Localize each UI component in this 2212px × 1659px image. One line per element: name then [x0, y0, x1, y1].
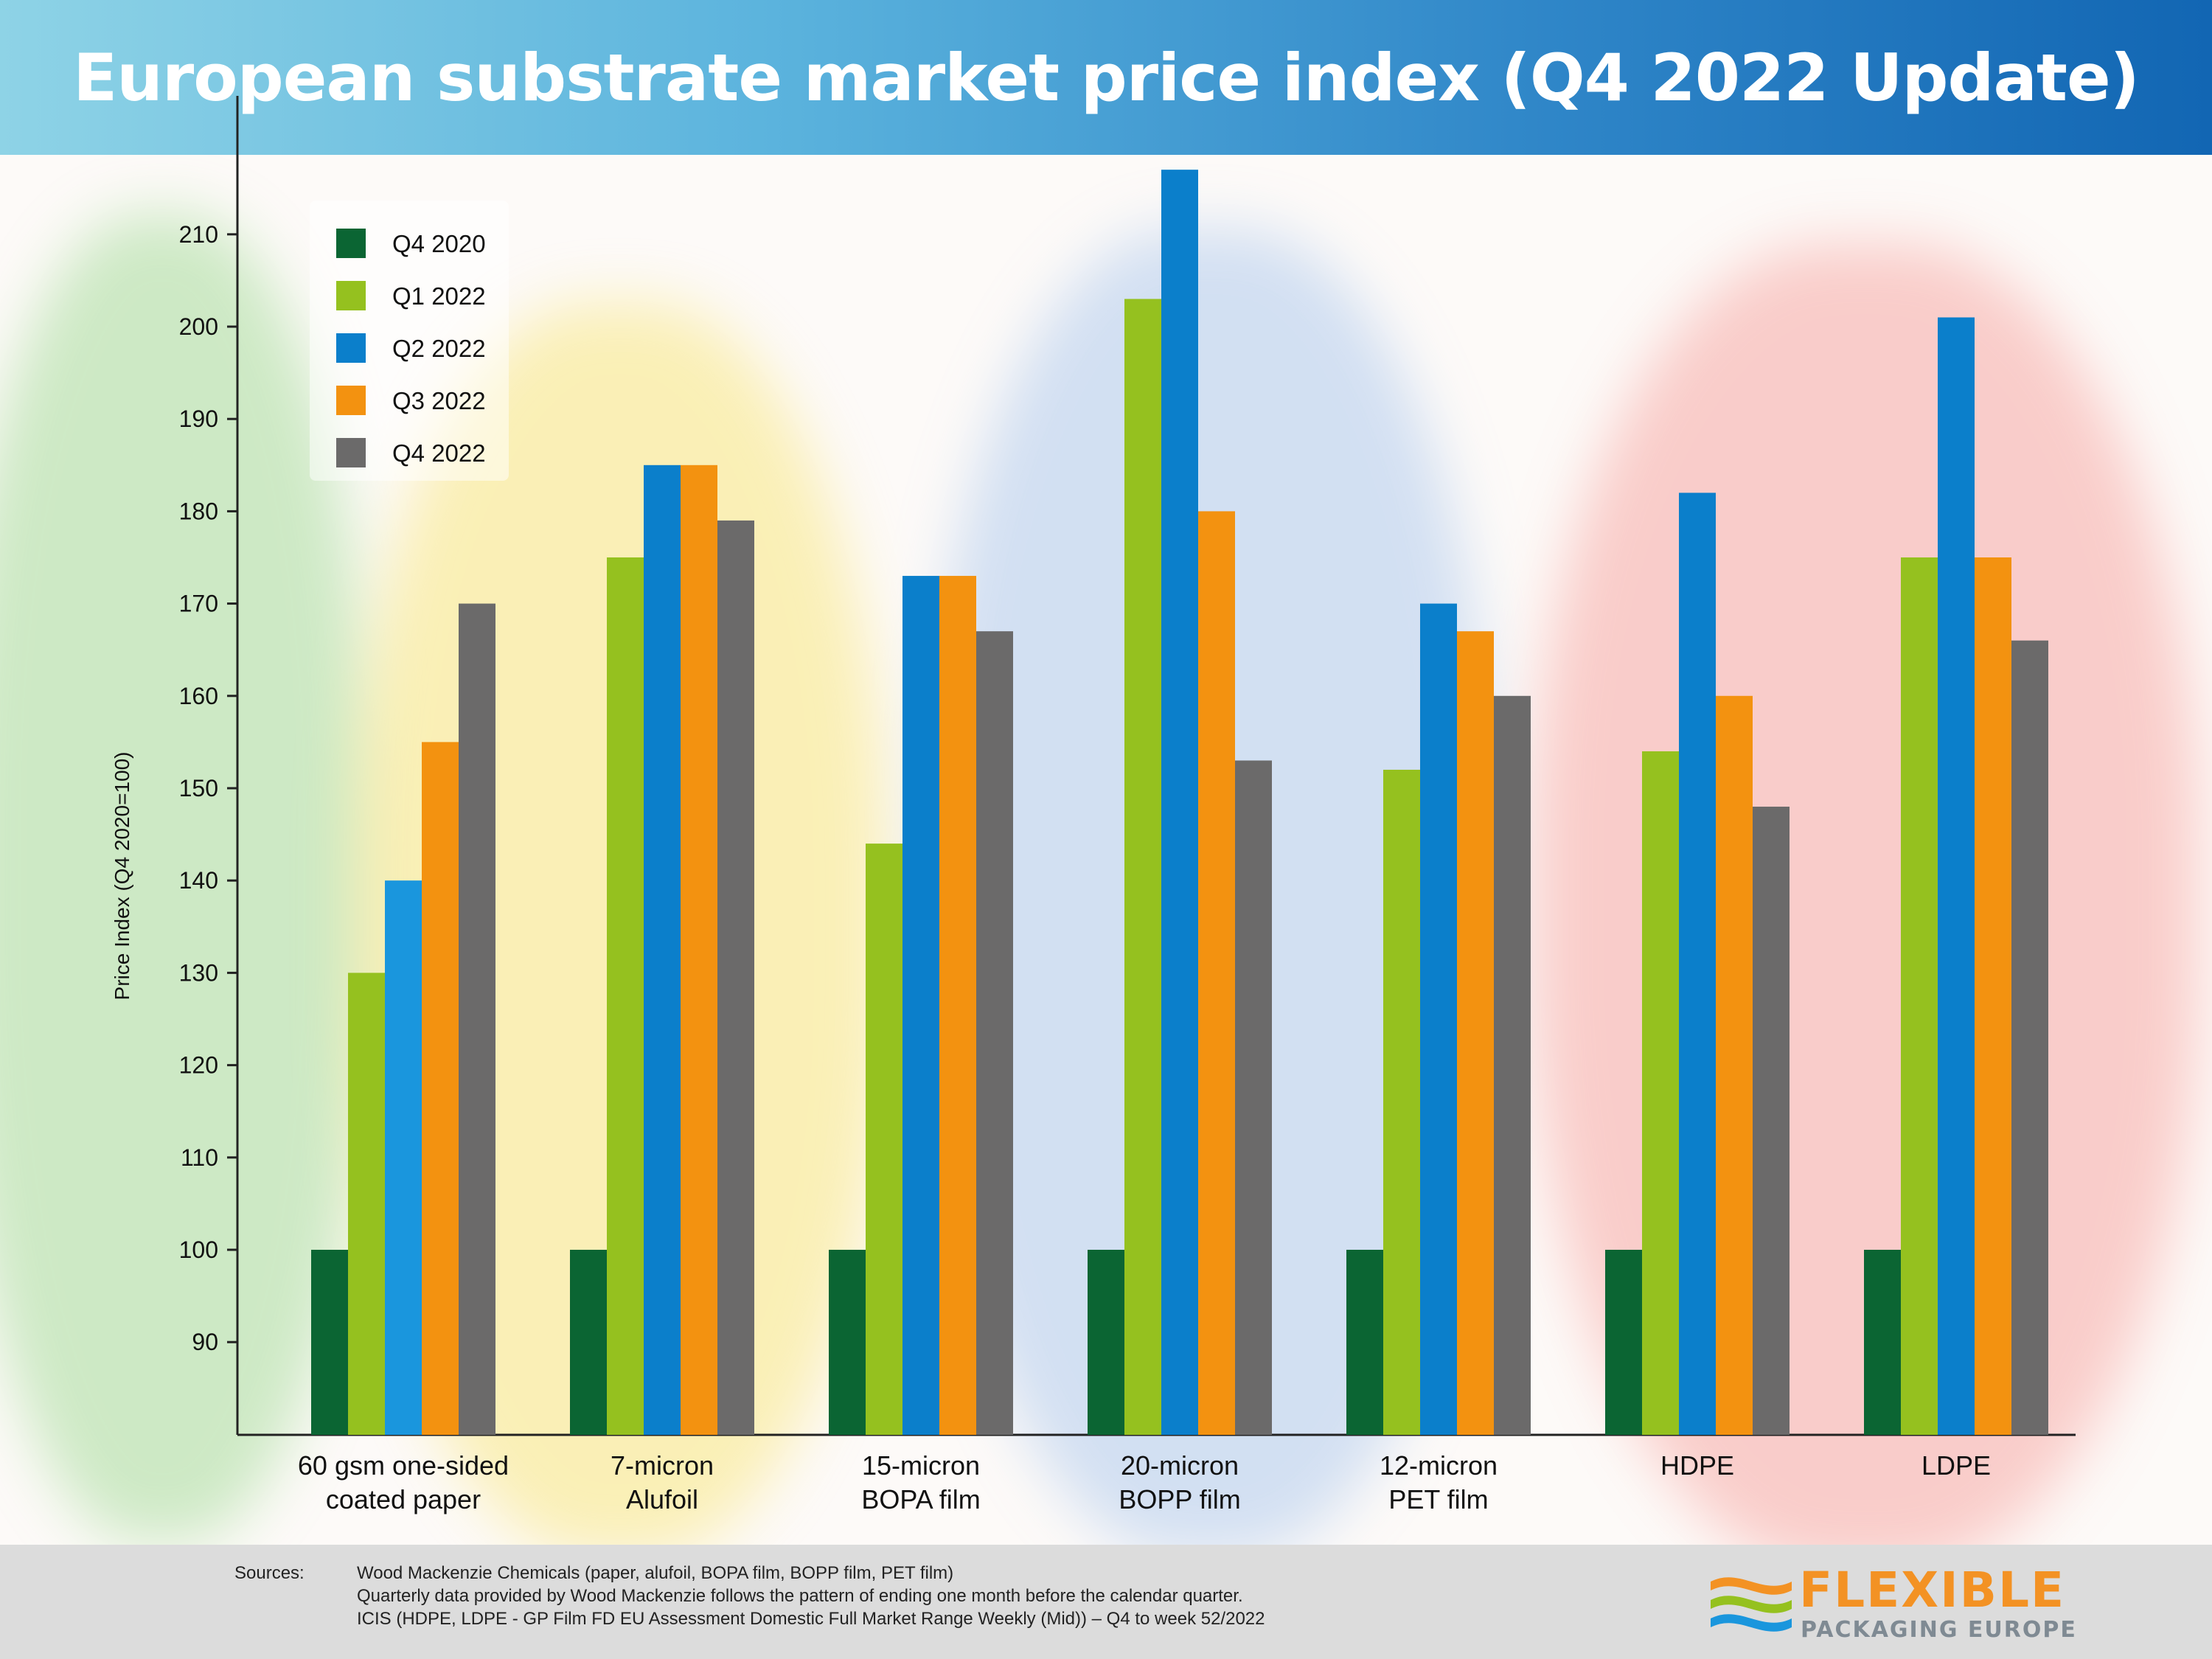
- bar-q4-2020: [570, 1250, 607, 1435]
- y-tick-label: 120: [179, 1052, 218, 1079]
- price-index-chart: 90 100 110 120 130 140 150 160 170 180 190 200 210 Pr…: [111, 96, 2076, 1514]
- logo-wordmark: FLEXIBLE: [1799, 1562, 2066, 1618]
- bar-q4-2020: [311, 1250, 348, 1435]
- x-category-label: LDPE: [1921, 1450, 1991, 1481]
- bar-q2-2022: [1938, 317, 1975, 1436]
- y-tick-label: 210: [179, 221, 218, 248]
- y-tick-label: 150: [179, 775, 218, 801]
- y-tick-label: 100: [179, 1237, 218, 1263]
- sources-label: Sources:: [234, 1563, 305, 1583]
- legend-label: Q1 2022: [392, 282, 486, 310]
- legend-swatch: [336, 281, 366, 310]
- bar-q4-2022: [459, 603, 495, 1435]
- y-tick-label: 90: [192, 1329, 218, 1355]
- bar-q4-2022: [976, 631, 1013, 1436]
- bar-q4-2022: [1235, 760, 1272, 1435]
- y-tick-label: 130: [179, 959, 218, 986]
- sources-text: Wood Mackenzie Chemicals (paper, alufoil…: [357, 1562, 1265, 1630]
- source-line: Wood Mackenzie Chemicals (paper, alufoil…: [357, 1563, 954, 1583]
- bar-q4-2022: [717, 520, 754, 1436]
- x-category-label: 60 gsm one-sided: [298, 1450, 509, 1481]
- bar-q1-2022: [866, 844, 902, 1435]
- logo-subtitle: PACKAGING EUROPE: [1801, 1617, 2077, 1643]
- page-title: European substrate market price index (Q…: [73, 39, 2140, 116]
- bar-q4-2022: [1753, 807, 1790, 1435]
- bar-q4-2020: [829, 1250, 866, 1435]
- header-banner: European substrate market price index (Q…: [0, 0, 2212, 155]
- x-category-label: 12-micron: [1380, 1450, 1498, 1481]
- x-category-label: PET film: [1388, 1484, 1488, 1514]
- bar-q2-2022: [1420, 603, 1457, 1435]
- bar-q3-2022: [1716, 695, 1753, 1435]
- legend-swatch: [336, 386, 366, 415]
- bar-q4-2020: [1088, 1250, 1124, 1435]
- y-tick-label: 180: [179, 498, 218, 524]
- source-line: Quarterly data provided by Wood Mackenzi…: [357, 1586, 1243, 1606]
- bar-q4-2022: [1494, 695, 1531, 1435]
- legend-swatch: [336, 333, 366, 363]
- legend-label: Q4 2022: [392, 439, 486, 467]
- x-category-label: HDPE: [1660, 1450, 1734, 1481]
- legend-label: Q2 2022: [392, 335, 486, 362]
- bar-q3-2022: [422, 742, 459, 1435]
- bar-q4-2022: [2011, 640, 2048, 1436]
- x-category-label: BOPP film: [1119, 1484, 1240, 1514]
- bar-q4-2020: [1864, 1250, 1901, 1435]
- y-axis-label: Price Index (Q4 2020=100): [111, 752, 133, 1001]
- bar-q3-2022: [939, 576, 976, 1435]
- bar-q1-2022: [607, 557, 644, 1435]
- bar-q3-2022: [1457, 631, 1494, 1436]
- bar-q2-2022: [1161, 170, 1198, 1435]
- bar-q1-2022: [1642, 751, 1679, 1435]
- bar-q3-2022: [681, 465, 717, 1435]
- bar-q3-2022: [1198, 511, 1235, 1435]
- legend-label: Q3 2022: [392, 387, 486, 414]
- x-category-label: 20-micron: [1121, 1450, 1239, 1481]
- bar-q1-2022: [1901, 557, 1938, 1435]
- footer-bar: [0, 1545, 2212, 1659]
- bar-q4-2020: [1346, 1250, 1383, 1435]
- bar-q1-2022: [348, 973, 385, 1435]
- x-category-label: Alufoil: [626, 1484, 698, 1514]
- bar-q1-2022: [1124, 299, 1161, 1436]
- source-line: ICIS (HDPE, LDPE - GP Film FD EU Assessm…: [357, 1609, 1265, 1629]
- legend-swatch: [336, 229, 366, 258]
- x-category-label: coated paper: [326, 1484, 481, 1514]
- bar-q2-2022: [385, 880, 422, 1435]
- y-tick-label: 190: [179, 406, 218, 432]
- bar-q4-2020: [1605, 1250, 1642, 1435]
- bar-q3-2022: [1975, 557, 2011, 1435]
- x-category-label: 15-micron: [862, 1450, 980, 1481]
- bar-q2-2022: [902, 576, 939, 1435]
- y-tick-label: 160: [179, 683, 218, 709]
- y-tick-label: 140: [179, 867, 218, 894]
- y-tick-label: 110: [181, 1144, 218, 1171]
- y-tick-label: 170: [179, 591, 218, 617]
- flexible-packaging-europe-logo-icon: [1711, 1577, 1792, 1632]
- legend-label: Q4 2020: [392, 230, 486, 257]
- bar-q1-2022: [1383, 769, 1420, 1435]
- bar-q2-2022: [644, 465, 681, 1435]
- y-tick-label: 200: [179, 313, 218, 340]
- legend-swatch: [336, 438, 366, 467]
- x-category-label: 7-micron: [611, 1450, 714, 1481]
- x-category-label: BOPA film: [861, 1484, 980, 1514]
- bar-q2-2022: [1679, 493, 1716, 1435]
